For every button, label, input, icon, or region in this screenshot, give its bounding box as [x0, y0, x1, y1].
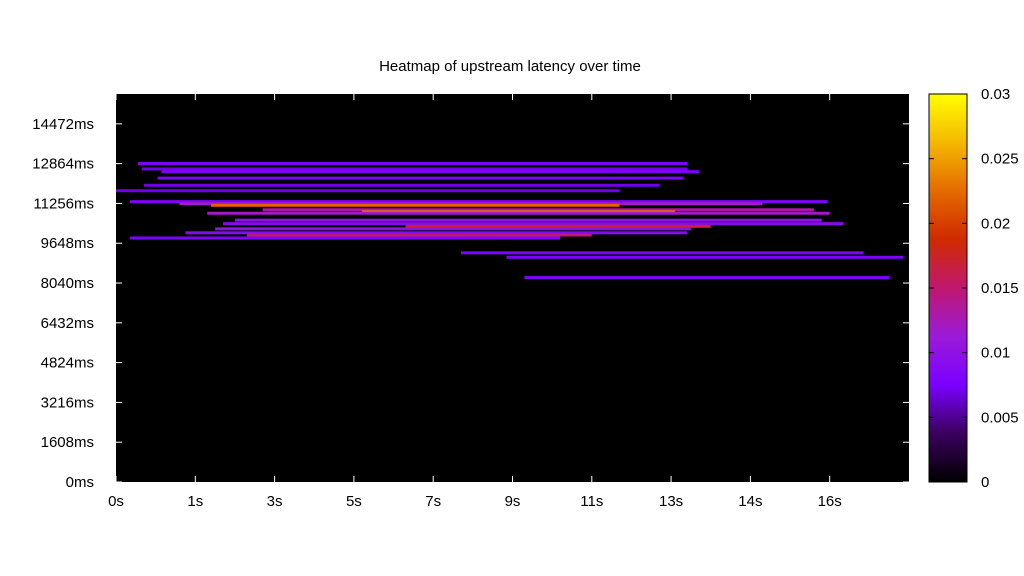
- colorbar-tick-label: 0.005: [981, 409, 1019, 426]
- heat-segment: [223, 222, 844, 226]
- heat-segment: [211, 203, 620, 207]
- y-tick-label: 11256ms: [33, 195, 94, 212]
- heat-segment: [116, 189, 620, 193]
- heat-segment: [405, 224, 711, 228]
- y-tick-label: 12864ms: [32, 156, 94, 173]
- colorbar-tick-label: 0.03: [981, 86, 1010, 103]
- plot-area: [116, 94, 909, 482]
- colorbar-axis: 0 0.005 0.01 0.015 0.02 0.025 0.03: [929, 86, 1019, 491]
- heat-segment: [185, 231, 687, 235]
- x-tick-label: 11s: [580, 493, 603, 510]
- colorbar-tick-label: 0.025: [981, 151, 1019, 168]
- x-tick-label: 3s: [267, 493, 283, 510]
- colorbar-scale: [928, 93, 968, 483]
- heat-segment: [246, 233, 592, 237]
- x-tick-label: 1s: [187, 493, 203, 510]
- y-tick-label: 8040ms: [41, 275, 94, 292]
- heat-segment: [137, 161, 687, 165]
- colorbar-tick-label: 0: [981, 474, 989, 491]
- heat-segment: [506, 255, 904, 259]
- heat-segment: [141, 167, 687, 171]
- x-tick-label: 14s: [738, 493, 762, 510]
- heat-segment: [129, 200, 828, 204]
- heat-segment: [234, 218, 822, 222]
- heatmap-segments: [116, 161, 904, 280]
- colorbar-tick-label: 0.015: [981, 280, 1019, 297]
- x-tick-label: 9s: [505, 493, 521, 510]
- colorbar-tick-label: 0.02: [981, 215, 1010, 232]
- x-tick-label: 0s: [108, 493, 124, 510]
- heat-segment: [207, 211, 830, 215]
- heat-segment: [129, 236, 561, 240]
- x-tick-label: 13s: [659, 493, 683, 510]
- x-tick-label: 5s: [346, 493, 362, 510]
- y-tick-label: 4824ms: [41, 355, 94, 372]
- heat-segment: [460, 251, 864, 255]
- y-tick-label: 1608ms: [41, 434, 94, 451]
- y-tick-label: 0ms: [66, 474, 94, 491]
- heat-segment: [157, 176, 683, 180]
- chart-title: Heatmap of upstream latency over time: [379, 58, 641, 75]
- heat-segment: [524, 276, 890, 280]
- y-tick-label: 6432ms: [41, 315, 94, 332]
- heat-segment: [262, 208, 814, 212]
- heat-segment: [215, 227, 691, 231]
- y-tick-label: 9648ms: [41, 235, 94, 252]
- x-tick-label: 7s: [425, 493, 441, 510]
- y-tick-label: 3216ms: [41, 394, 94, 411]
- y-axis: 0ms 1608ms 3216ms 4824ms 6432ms 8040ms 9648ms 1…: [32, 116, 909, 491]
- heat-segment: [161, 170, 699, 174]
- heat-segment: [143, 183, 660, 187]
- x-axis: 0s 1s 3s 5s 7s 9s 11s 13s 14s 16s: [108, 94, 842, 510]
- x-tick-label: 16s: [818, 493, 842, 510]
- y-tick-label: 14472ms: [32, 116, 94, 133]
- colorbar-tick-label: 0.01: [981, 345, 1010, 362]
